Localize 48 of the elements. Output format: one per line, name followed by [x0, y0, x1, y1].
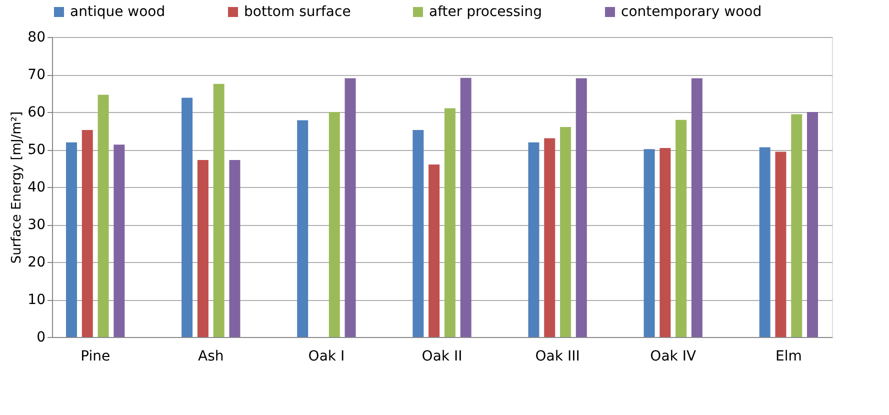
y-tick-label: 0	[36, 330, 46, 346]
bar	[428, 164, 440, 337]
x-tick-label: Oak IV	[650, 348, 696, 364]
bar	[114, 144, 125, 337]
bar	[576, 78, 587, 337]
y-tick-label: 50	[28, 142, 46, 158]
bar	[412, 130, 424, 337]
y-tick-label: 60	[28, 104, 46, 120]
bar	[297, 120, 308, 337]
bar	[229, 160, 240, 337]
bar	[197, 160, 208, 337]
bar	[328, 112, 340, 337]
y-axis-title: Surface Energy [mJ/m²]	[10, 111, 25, 264]
y-tick-label: 40	[28, 180, 46, 196]
y-tick-label: 80	[28, 30, 46, 46]
bar	[444, 108, 456, 337]
bar	[775, 152, 786, 337]
legend-label: bottom surface	[244, 4, 351, 20]
bar	[544, 138, 556, 337]
legend-label: antique wood	[70, 4, 166, 20]
x-tick-label: Oak II	[422, 348, 462, 364]
x-tick-label: Elm	[775, 348, 802, 364]
bar	[82, 130, 93, 337]
bar	[676, 120, 687, 337]
bar	[759, 147, 770, 337]
y-tick-label: 10	[28, 292, 46, 308]
bar	[66, 142, 77, 337]
bar	[213, 84, 224, 337]
x-tick-label: Pine	[80, 348, 110, 364]
bar	[560, 127, 571, 337]
legend-label: contemporary wood	[621, 4, 762, 20]
bar	[660, 148, 671, 337]
bar	[98, 94, 109, 337]
bar	[344, 78, 356, 337]
legend-label: after processing	[429, 4, 542, 20]
bar	[807, 112, 818, 337]
bar	[791, 114, 802, 337]
y-tick-label: 70	[28, 67, 46, 83]
bar	[691, 78, 702, 337]
x-tick-label: Ash	[198, 348, 224, 364]
x-tick-label: Oak I	[308, 348, 345, 364]
bar	[528, 142, 540, 337]
bar	[460, 78, 472, 337]
x-tick-label: Oak III	[535, 348, 580, 364]
y-tick-label: 30	[28, 217, 46, 233]
bar	[644, 149, 655, 337]
bar	[182, 98, 193, 337]
y-tick-label: 20	[28, 254, 46, 270]
